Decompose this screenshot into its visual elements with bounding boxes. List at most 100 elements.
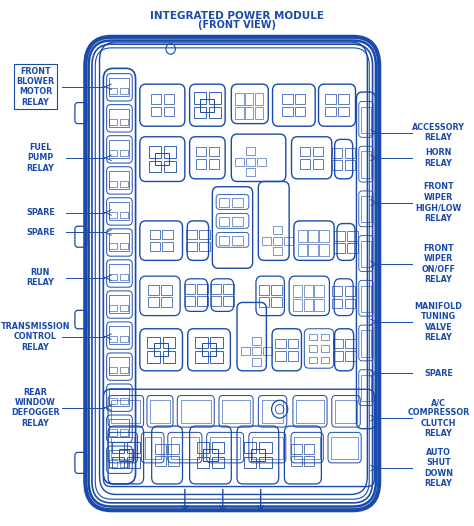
Bar [331, 437, 358, 459]
Bar [295, 106, 305, 116]
Bar [334, 231, 345, 241]
Bar [109, 419, 129, 437]
Bar [168, 456, 179, 466]
Bar [291, 456, 301, 466]
Bar [194, 92, 206, 104]
Bar [296, 400, 324, 423]
Bar [332, 298, 342, 308]
Bar [109, 150, 117, 156]
Bar [246, 147, 255, 155]
Bar [109, 88, 117, 94]
Bar [244, 457, 256, 468]
Bar [150, 400, 170, 423]
Bar [361, 375, 371, 401]
Bar [154, 343, 168, 356]
Bar [347, 231, 358, 241]
Bar [222, 400, 250, 423]
Bar [252, 337, 261, 345]
Bar [109, 357, 129, 375]
Text: HORN
RELAY: HORN RELAY [425, 148, 452, 167]
Bar [263, 347, 272, 355]
Bar [120, 181, 128, 187]
Bar [109, 295, 129, 313]
Bar [313, 147, 323, 157]
Bar [148, 285, 159, 295]
Bar [309, 230, 318, 242]
Bar [109, 171, 129, 189]
Bar [120, 305, 128, 311]
Bar [252, 347, 261, 355]
Bar [127, 457, 140, 468]
Bar [313, 159, 323, 168]
Bar [109, 326, 129, 344]
Bar [345, 339, 356, 348]
Bar [163, 337, 175, 348]
Bar [259, 442, 272, 453]
Bar [195, 351, 208, 363]
Bar [120, 336, 128, 342]
Bar [232, 236, 243, 245]
Bar [164, 146, 176, 158]
Bar [298, 230, 307, 242]
Bar [210, 351, 223, 363]
Bar [164, 95, 174, 104]
Bar [345, 160, 356, 170]
Bar [109, 202, 129, 220]
Bar [109, 367, 117, 373]
Bar [120, 150, 128, 156]
Bar [109, 109, 129, 127]
Bar [333, 339, 343, 348]
Bar [252, 437, 283, 459]
Bar [309, 346, 317, 351]
Bar [246, 168, 255, 176]
Bar [109, 429, 117, 436]
Bar [147, 337, 160, 348]
Bar [109, 233, 129, 251]
Bar [185, 296, 195, 306]
Bar [298, 244, 307, 256]
Bar [262, 400, 283, 423]
Bar [197, 442, 209, 453]
Bar [282, 106, 292, 116]
Bar [304, 299, 313, 311]
Bar [109, 264, 129, 282]
Bar [147, 351, 160, 363]
Bar [120, 119, 128, 125]
Bar [361, 151, 371, 178]
Bar [109, 460, 117, 467]
Bar [148, 146, 161, 158]
Bar [275, 351, 285, 361]
Bar [361, 241, 371, 267]
Bar [275, 339, 285, 348]
Bar [259, 457, 272, 468]
Bar [120, 367, 128, 373]
Bar [255, 107, 263, 119]
Bar [271, 285, 282, 295]
Bar [273, 237, 282, 245]
Bar [304, 444, 314, 453]
Bar [209, 147, 219, 157]
Text: FRONT
WIPER
HIGH/LOW
RELAY: FRONT WIPER HIGH/LOW RELAY [415, 183, 462, 222]
Bar [186, 230, 197, 239]
Bar [361, 107, 371, 133]
Bar [171, 437, 199, 459]
Bar [200, 99, 214, 112]
Bar [235, 93, 244, 105]
Bar [196, 159, 206, 168]
Bar [209, 92, 221, 104]
Bar [202, 343, 216, 356]
Bar [162, 230, 173, 239]
Bar [259, 285, 269, 295]
Bar [219, 236, 229, 245]
Bar [148, 161, 161, 173]
Bar [314, 285, 324, 297]
Bar [118, 449, 133, 461]
Bar [300, 159, 310, 168]
Bar [252, 358, 261, 366]
Bar [271, 297, 282, 307]
Bar [161, 285, 172, 295]
Bar [321, 334, 329, 340]
Bar [168, 444, 179, 453]
Bar [304, 285, 313, 297]
Text: (FRONT VIEW): (FRONT VIEW) [198, 20, 276, 30]
